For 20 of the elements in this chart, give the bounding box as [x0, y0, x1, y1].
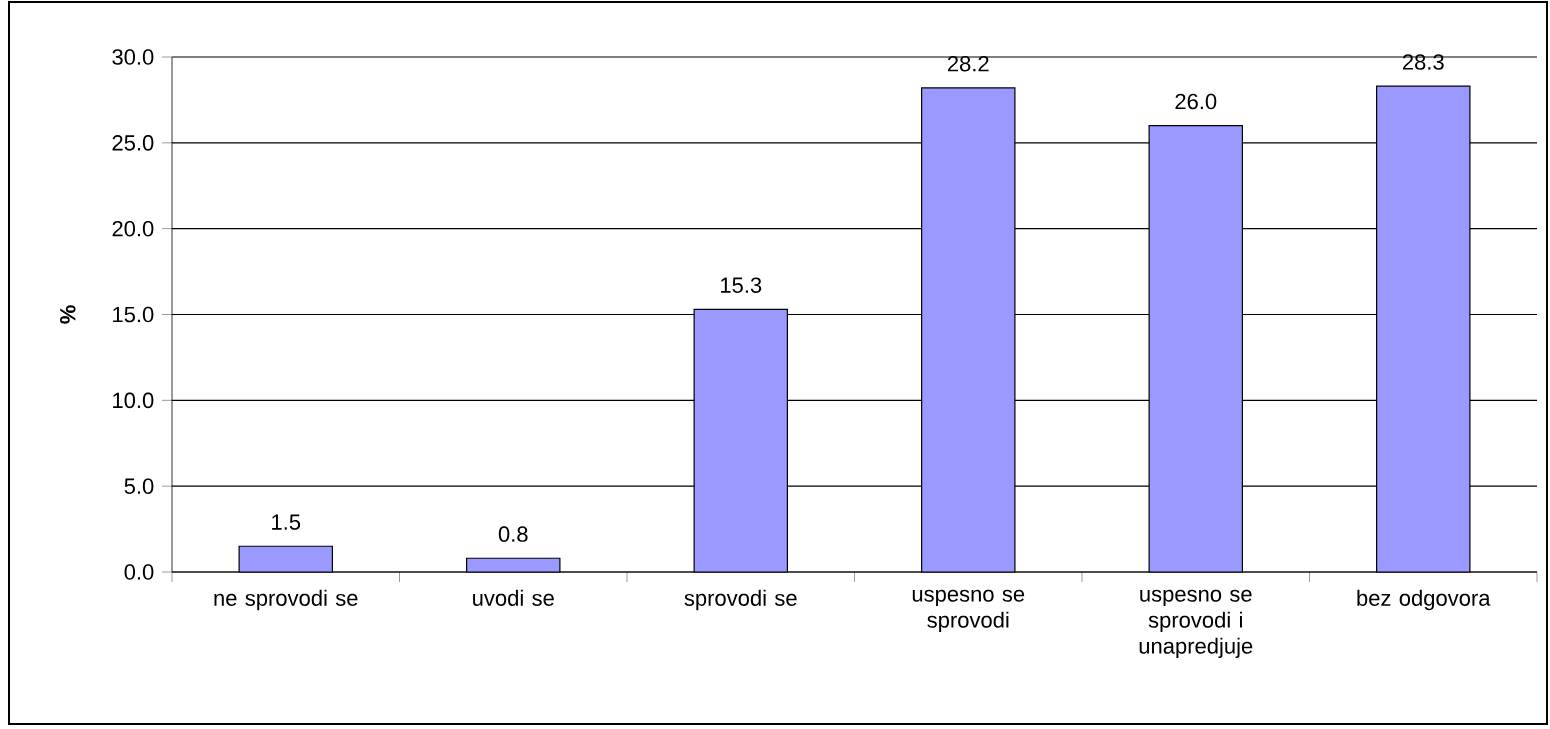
x-tick-label: ne sprovodi se — [214, 589, 358, 611]
data-label: 28.2 — [947, 55, 989, 72]
data-label: 1.5 — [272, 514, 301, 530]
y-tick-label: 10.0 — [113, 392, 154, 409]
x-tick-label: uspesno se sprovodi i unapredjuje — [1139, 589, 1253, 659]
y-tick-label: 5.0 — [124, 478, 154, 494]
x-tick-label: sprovodi se — [684, 589, 797, 611]
data-label: 0.8 — [498, 526, 528, 542]
x-tick-label: uspesno se sprovodi — [912, 589, 1025, 633]
y-axis-title: % — [60, 305, 76, 324]
data-label: 28.3 — [1402, 54, 1444, 70]
y-tick-label: 30.0 — [112, 49, 154, 65]
x-tick-label: bez odgovora — [1357, 589, 1491, 611]
y-tick-label: 0.0 — [124, 564, 154, 580]
y-tick-label: 25.0 — [112, 135, 154, 151]
y-tick-label: 15.0 — [113, 306, 154, 323]
y-tick-label: 20.0 — [112, 220, 154, 237]
x-tick-label: uvodi se — [473, 589, 554, 606]
data-label: 26.0 — [1175, 93, 1217, 110]
data-label: 15.3 — [721, 277, 762, 293]
